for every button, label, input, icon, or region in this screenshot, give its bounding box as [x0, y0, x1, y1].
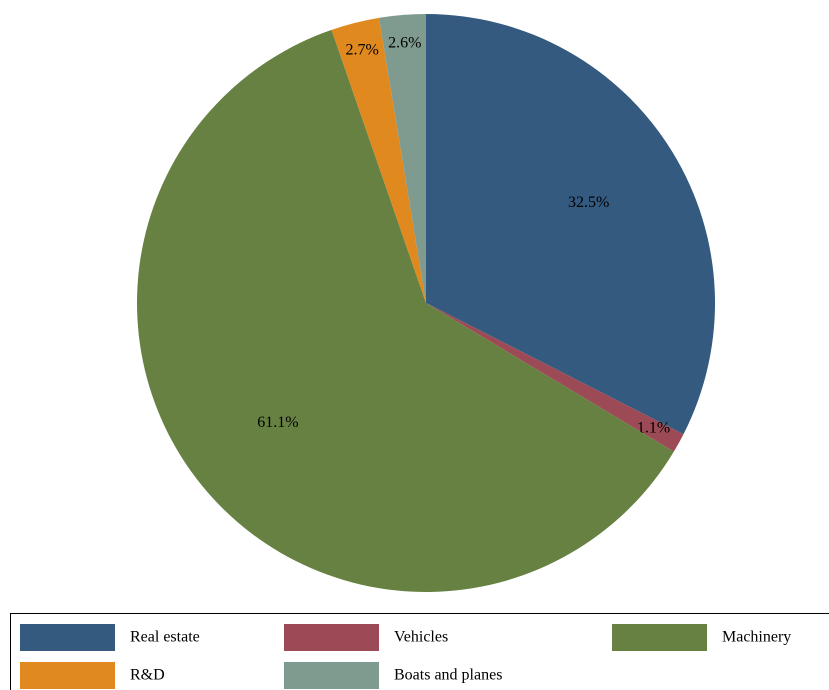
legend-label: Boats and planes: [394, 667, 502, 684]
pie-slice: [378, 14, 426, 303]
legend-label: Vehicles: [394, 629, 448, 646]
data-label: 2.7%: [345, 42, 378, 59]
legend-swatch: [284, 662, 379, 689]
legend-swatch: [20, 624, 115, 651]
pie-slice: [426, 14, 716, 435]
legend-swatch: [20, 662, 115, 689]
data-label: 32.5%: [568, 194, 609, 211]
pie-slice: [426, 303, 684, 452]
data-label: 61.1%: [257, 414, 298, 431]
pie-slice: [137, 29, 674, 593]
legend-label: Machinery: [722, 629, 791, 646]
data-label: 2.6%: [388, 34, 421, 51]
legend-swatch: [284, 624, 379, 651]
legend-label: R&D: [130, 667, 165, 684]
legend-label: Real estate: [130, 629, 200, 646]
pie-slice: [331, 17, 426, 303]
legend-swatch: [612, 624, 707, 651]
data-label: 1.1%: [637, 420, 670, 437]
